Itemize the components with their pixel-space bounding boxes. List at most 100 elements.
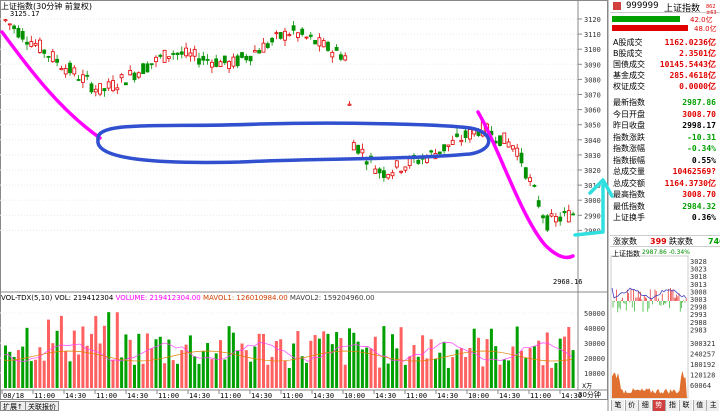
candle-body bbox=[175, 52, 180, 56]
volume-bar bbox=[279, 339, 283, 388]
volume-bar bbox=[339, 338, 343, 388]
candle-body bbox=[338, 54, 343, 60]
mini-vol-tick: 60064 bbox=[690, 382, 711, 390]
candle-body bbox=[240, 52, 244, 58]
volume-bar bbox=[472, 328, 476, 388]
candle-body bbox=[12, 25, 17, 30]
volume-bar bbox=[120, 357, 124, 388]
volume-bar bbox=[38, 347, 42, 388]
high-price-marker: 3125.17 bbox=[10, 10, 40, 18]
buy-volume-value: 42.0亿 bbox=[690, 16, 713, 24]
volume-bar bbox=[292, 343, 296, 388]
volume-bar bbox=[300, 356, 304, 388]
candle-body bbox=[536, 200, 541, 207]
candle-body bbox=[89, 83, 94, 93]
stock-icon[interactable] bbox=[613, 2, 621, 10]
volume-bar bbox=[94, 316, 98, 388]
panel-tab[interactable]: 价 bbox=[624, 400, 638, 411]
candle-body bbox=[394, 160, 399, 168]
candle-body bbox=[287, 34, 292, 37]
stock-name: 上证指数 bbox=[664, 4, 701, 14]
candle-body bbox=[55, 58, 59, 63]
candle-body bbox=[115, 87, 120, 91]
candle-body bbox=[248, 55, 253, 62]
candle-body bbox=[300, 28, 305, 35]
candle-body bbox=[399, 170, 404, 173]
candle-body bbox=[566, 210, 571, 223]
volume-tick-label: 10000 bbox=[584, 370, 605, 378]
volume-bar bbox=[352, 332, 356, 388]
quote-header: 999999 上证指数 862 ±63 bbox=[610, 0, 720, 16]
candle-body bbox=[446, 144, 451, 147]
time-tick-label: 14:30 bbox=[313, 392, 334, 400]
price-tick-label: 3100 bbox=[584, 46, 601, 54]
panel-tab[interactable]: 势 bbox=[651, 400, 665, 411]
candle-body bbox=[386, 174, 391, 179]
candle-body bbox=[356, 144, 361, 154]
volume-bar bbox=[507, 360, 511, 388]
mini-price-tick: 3018 bbox=[690, 273, 707, 281]
candle-body bbox=[562, 211, 567, 214]
volume-bar bbox=[498, 364, 502, 388]
candle-body bbox=[214, 58, 219, 67]
panel-tab[interactable]: 笔 bbox=[611, 400, 624, 411]
candle-body bbox=[377, 168, 382, 174]
turnover-row: 国债成交 10145.5443亿 bbox=[610, 59, 720, 70]
candle-body bbox=[7, 23, 12, 26]
stat-row: 最低指数 2984.32 bbox=[610, 201, 720, 212]
volume-bar bbox=[257, 333, 261, 388]
candle-body bbox=[498, 135, 502, 146]
price-tick-label: 3080 bbox=[584, 76, 601, 84]
candle-body bbox=[532, 184, 537, 187]
candle-body bbox=[334, 46, 339, 51]
panel-tab[interactable]: 细 bbox=[638, 400, 652, 411]
volume-bar bbox=[150, 348, 154, 388]
candle-body bbox=[506, 141, 511, 148]
candle-body bbox=[81, 74, 85, 83]
volume-bar bbox=[141, 363, 145, 388]
candle-body bbox=[141, 63, 146, 75]
panel-tab[interactable]: 主 bbox=[706, 400, 720, 411]
panel-tab[interactable]: 联 bbox=[679, 400, 692, 411]
mini-chart-frame bbox=[610, 255, 689, 399]
candle-body bbox=[46, 55, 51, 58]
candle-body bbox=[154, 56, 158, 63]
volume-bar bbox=[429, 339, 433, 388]
candle-body bbox=[467, 129, 472, 140]
candle-body bbox=[124, 82, 128, 86]
candle-body bbox=[29, 41, 34, 47]
down-count-label: 跌家数 bbox=[669, 237, 693, 246]
candle-body bbox=[76, 79, 81, 81]
buy-volume-bar bbox=[612, 16, 680, 22]
volume-bar bbox=[231, 332, 235, 388]
volume-bar bbox=[421, 335, 425, 388]
candle-body bbox=[291, 25, 296, 31]
volume-bar bbox=[206, 343, 210, 388]
time-tick-label: 14:30 bbox=[65, 392, 86, 400]
panel-tab[interactable]: 值 bbox=[692, 400, 706, 411]
sell-volume-value: 48.0亿 bbox=[694, 25, 717, 33]
volume-bar bbox=[537, 340, 541, 388]
volume-bar bbox=[360, 349, 364, 388]
volume-bar bbox=[571, 350, 575, 388]
candle-body bbox=[330, 51, 335, 58]
candle-body bbox=[20, 31, 25, 40]
volume-bar bbox=[55, 330, 59, 388]
candle-body bbox=[558, 216, 563, 222]
tab-related-quotes[interactable]: 关联报价 bbox=[25, 401, 59, 411]
time-tick-label: 10:00 bbox=[344, 392, 365, 400]
volume-bar bbox=[494, 346, 498, 388]
volume-unit: X万 bbox=[582, 383, 593, 390]
panel-tab[interactable]: 指 bbox=[665, 400, 679, 411]
volume-value: VOLUME: 219412304.00 bbox=[115, 294, 201, 302]
candle-body bbox=[132, 72, 137, 81]
tab-extend[interactable]: 扩展↑ bbox=[0, 401, 26, 411]
volume-bar bbox=[305, 362, 308, 388]
volume-bar bbox=[188, 335, 192, 388]
time-tick-label: 14:30 bbox=[561, 392, 582, 400]
turnover-row: A股成交 1162.0236亿 bbox=[610, 37, 720, 48]
stat-value: 1164.3730亿 bbox=[664, 178, 716, 188]
candle-body bbox=[351, 142, 356, 151]
volume-bar bbox=[511, 346, 515, 388]
